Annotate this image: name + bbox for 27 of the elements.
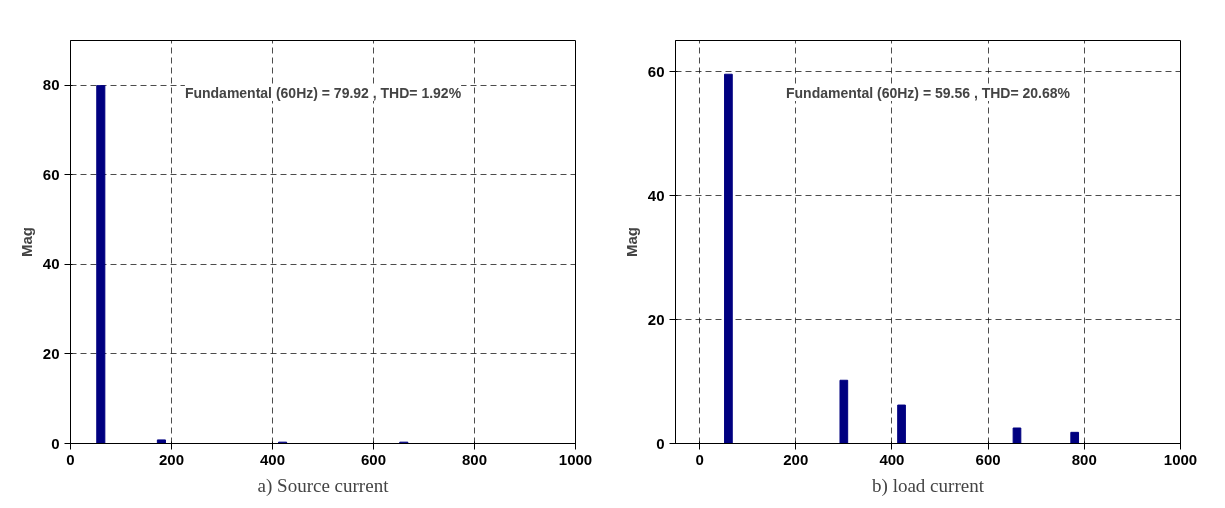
y-tick-label: 40 [42, 255, 60, 273]
x-tick-label: 400 [879, 450, 905, 468]
y-tick-label: 80 [42, 76, 60, 94]
y-tick-label: 20 [42, 344, 60, 362]
text: a) Source current [257, 474, 390, 497]
y-tick-label: 60 [42, 165, 60, 183]
x-tick-label: 200 [783, 450, 809, 468]
x-tick-label: 0 [695, 450, 704, 468]
y-axis-title: Mag [622, 227, 640, 257]
annotation: Fundamental (60Hz) = 79.92 , THD= 1.92% [184, 84, 462, 101]
y-axis-title: Mag [17, 227, 35, 257]
y-tick-label: 20 [647, 310, 665, 328]
x-tick-label: 1000 [558, 450, 593, 468]
x-tick-label: 0 [66, 450, 75, 468]
x-tick-label: 200 [158, 450, 185, 468]
y-tick-label: 60 [647, 62, 665, 80]
x-tick-label: 1000 [1163, 450, 1198, 468]
y-tick-label: 0 [51, 434, 60, 452]
text: b) load current [872, 474, 985, 497]
x-tick-label: 600 [975, 450, 1001, 468]
y-tick-label: 40 [647, 186, 665, 204]
x-tick-label: 600 [360, 450, 387, 468]
x-tick-label: 400 [259, 450, 286, 468]
y-tick-label: 0 [656, 434, 665, 452]
x-tick-label: 800 [461, 450, 488, 468]
x-tick-label: 800 [1071, 450, 1097, 468]
annotation: Fundamental (60Hz) = 59.56 , THD= 20.68% [786, 84, 1071, 101]
